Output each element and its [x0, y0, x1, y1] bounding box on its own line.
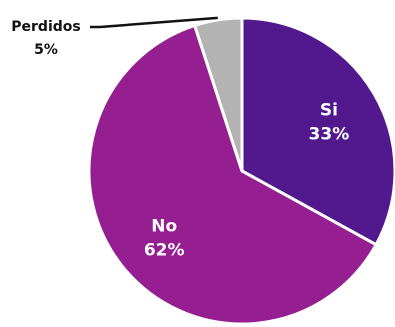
slices-layer	[87, 16, 395, 326]
pie-slice-si	[240, 16, 395, 247]
slice-label-perdidos: Perdidos 5%	[11, 19, 80, 58]
slice-percent-label: 62%	[144, 240, 185, 260]
leader-line-perdidos	[90, 16, 218, 29]
pie-slice-perdidos	[193, 16, 244, 173]
slice-percent-label: 5%	[34, 42, 58, 58]
slice-label-no: No 62%	[144, 216, 185, 260]
pie-slice-no	[87, 23, 378, 326]
slice-category-label: No	[151, 216, 177, 236]
labels-layer: Si 33% No 62% Perdidos 5%	[11, 19, 349, 260]
slice-category-label: Perdidos	[11, 19, 80, 35]
slice-label-si: Si 33%	[309, 101, 350, 145]
leaders-layer	[90, 16, 218, 29]
slice-category-label: Si	[320, 101, 338, 121]
slice-percent-label: 33%	[309, 125, 350, 145]
